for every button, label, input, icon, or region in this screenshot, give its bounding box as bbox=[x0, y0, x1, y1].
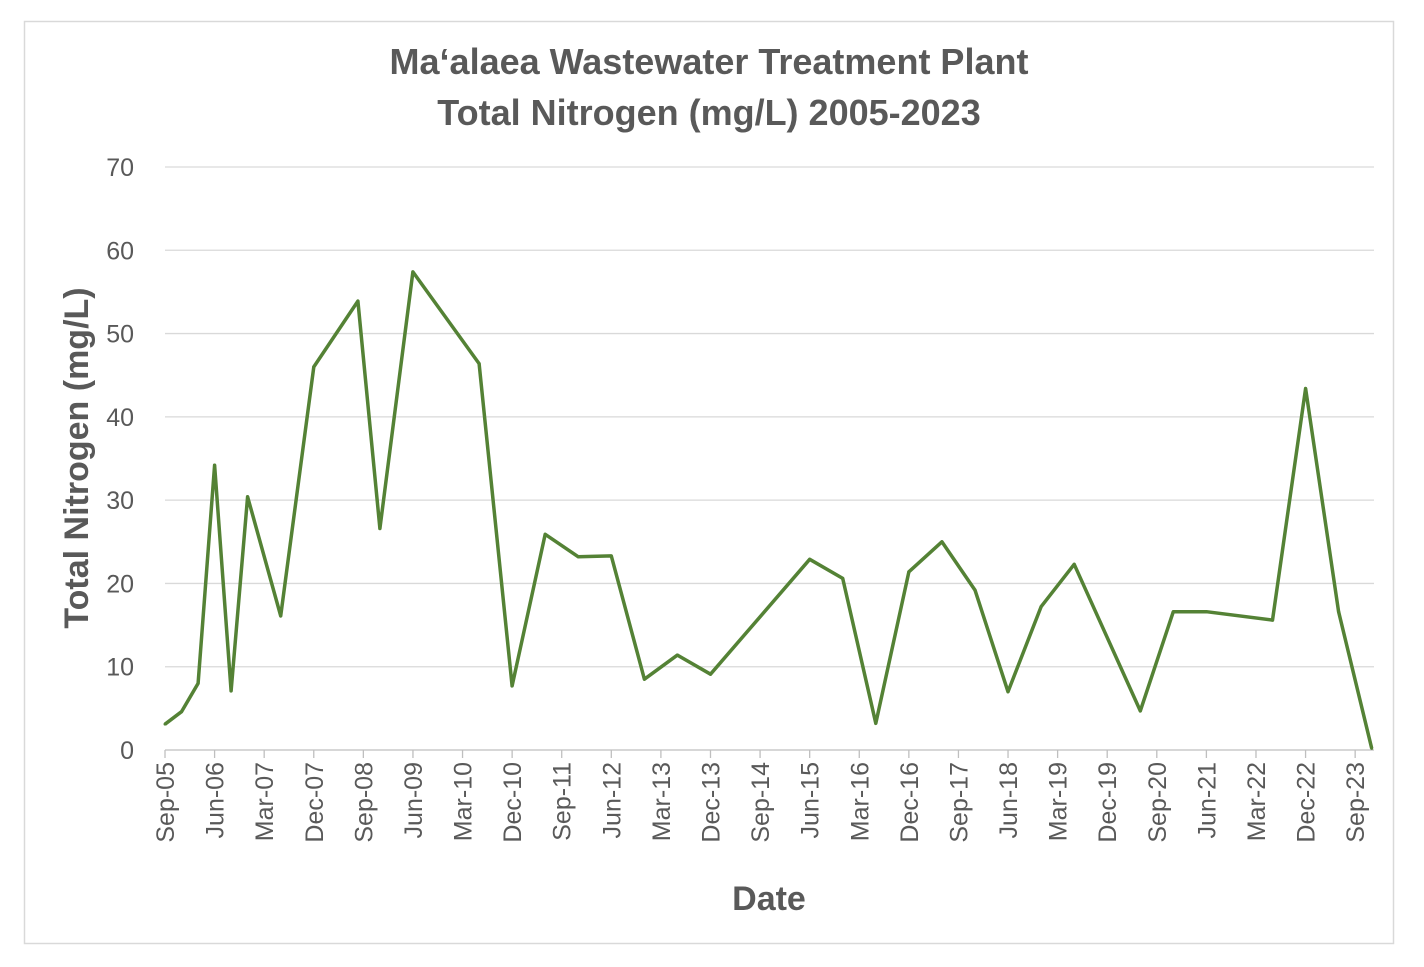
data-point bbox=[229, 689, 233, 693]
x-tick-label: Mar-16 bbox=[846, 762, 874, 841]
x-tick-label: Jun-06 bbox=[202, 762, 230, 838]
data-point bbox=[356, 299, 360, 303]
x-tick-label: Dec-10 bbox=[499, 762, 527, 843]
data-point bbox=[411, 270, 415, 274]
x-tick-label: Sep-14 bbox=[747, 762, 775, 843]
data-point bbox=[576, 555, 580, 559]
chart-border bbox=[23, 20, 1395, 945]
data-point bbox=[1039, 605, 1043, 609]
y-tick-label: 0 bbox=[120, 737, 134, 765]
data-point bbox=[1006, 690, 1010, 694]
data-point bbox=[609, 554, 613, 558]
y-tick-label: 20 bbox=[106, 570, 134, 598]
data-point bbox=[213, 463, 217, 467]
gridlines bbox=[165, 166, 1374, 751]
data-point bbox=[708, 672, 712, 676]
x-tick-label: Dec-19 bbox=[1094, 762, 1122, 843]
data-point bbox=[378, 526, 382, 530]
data-point bbox=[1337, 610, 1341, 614]
x-tick-label: Dec-16 bbox=[896, 762, 924, 843]
y-tick-label: 10 bbox=[106, 654, 134, 682]
x-tick-label: Mar-22 bbox=[1243, 762, 1271, 841]
y-tick-label: 70 bbox=[106, 154, 134, 182]
data-point bbox=[1271, 618, 1275, 622]
series-group bbox=[163, 270, 1374, 750]
data-point bbox=[1204, 610, 1208, 614]
x-axis-ticks: Sep-05 Jun-06 Mar-07 Dec-07 Sep-08 Jun-09 Mar-… bbox=[152, 750, 1370, 843]
x-tick-label: Dec-22 bbox=[1293, 762, 1321, 843]
data-point bbox=[543, 532, 547, 536]
chart-title-line-2: Total Nitrogen (mg/L) 2005-2023 bbox=[437, 92, 980, 133]
x-tick-label: Sep-11 bbox=[549, 762, 577, 841]
x-tick-label: Sep-08 bbox=[350, 762, 378, 843]
data-point bbox=[180, 710, 184, 714]
chart-title-line-1: Ma‘alaea Wastewater Treatment Plant bbox=[390, 41, 1029, 82]
x-tick-label: Mar-13 bbox=[648, 762, 676, 841]
data-point bbox=[841, 576, 845, 580]
data-point bbox=[196, 681, 200, 685]
y-tick-label: 60 bbox=[106, 237, 134, 265]
x-tick-label: Jun-18 bbox=[995, 762, 1023, 838]
data-point bbox=[874, 721, 878, 725]
y-axis-ticks: 0 10 20 30 40 50 60 70 bbox=[106, 154, 134, 765]
x-tick-label: Dec-13 bbox=[697, 762, 725, 843]
x-tick-label: Sep-23 bbox=[1342, 762, 1370, 843]
x-tick-label: Dec-07 bbox=[301, 762, 329, 843]
data-point bbox=[279, 614, 283, 618]
data-point bbox=[940, 540, 944, 544]
data-point bbox=[163, 722, 167, 726]
data-point bbox=[477, 362, 481, 366]
x-tick-label: Jun-21 bbox=[1193, 762, 1221, 838]
y-axis-title: Total Nitrogen (mg/L) bbox=[58, 287, 96, 628]
x-tick-label: Jun-12 bbox=[598, 762, 626, 838]
data-point bbox=[907, 570, 911, 574]
data-point bbox=[675, 653, 679, 657]
data-point bbox=[973, 588, 977, 592]
x-tick-label: Jun-09 bbox=[400, 762, 428, 838]
x-tick-label: Sep-05 bbox=[152, 762, 180, 843]
data-point bbox=[1370, 746, 1374, 750]
data-point bbox=[1138, 709, 1142, 713]
x-tick-label: Sep-17 bbox=[945, 762, 973, 843]
y-tick-label: 40 bbox=[106, 404, 134, 432]
x-tick-label: Jun-15 bbox=[797, 762, 825, 838]
x-tick-label: Sep-20 bbox=[1144, 762, 1172, 843]
y-tick-label: 50 bbox=[106, 321, 134, 349]
data-point bbox=[246, 495, 250, 499]
data-point bbox=[1072, 562, 1076, 566]
data-point bbox=[642, 677, 646, 681]
x-tick-label: Mar-10 bbox=[450, 762, 478, 841]
x-tick-label: Mar-07 bbox=[251, 762, 279, 841]
x-axis-title: Date bbox=[732, 880, 806, 918]
data-point bbox=[312, 365, 316, 369]
data-point bbox=[510, 684, 514, 688]
data-point bbox=[808, 557, 812, 561]
y-tick-label: 30 bbox=[106, 487, 134, 515]
data-point bbox=[1304, 387, 1308, 391]
x-tick-label: Mar-19 bbox=[1045, 762, 1073, 841]
data-point bbox=[1171, 610, 1175, 614]
